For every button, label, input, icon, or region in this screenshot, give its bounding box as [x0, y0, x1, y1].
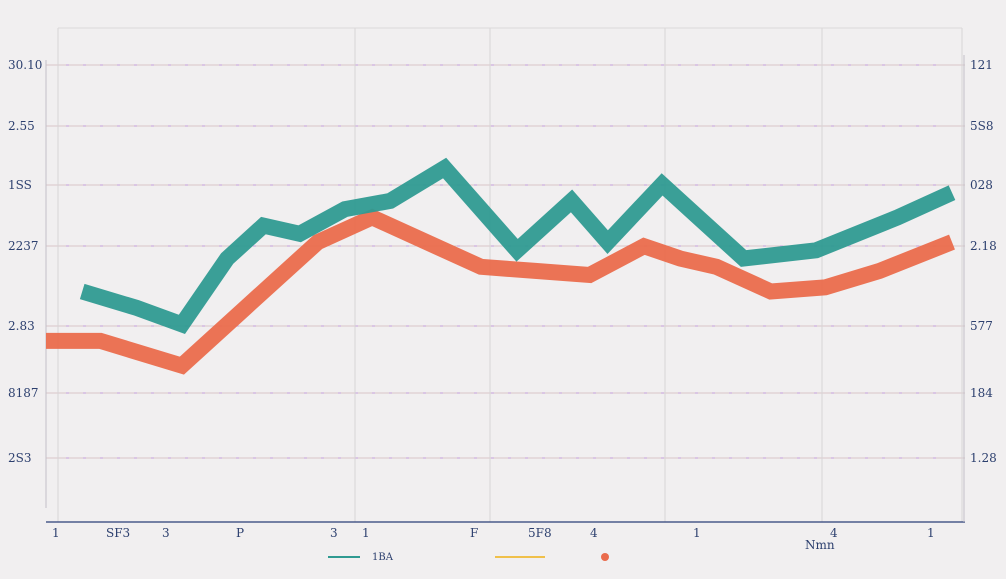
x-tick-label: 1 [362, 526, 370, 540]
legend: 1BA [328, 552, 609, 563]
x-tick-label: 3 [330, 526, 338, 540]
y-tick-left-label: 2S3 [8, 451, 32, 465]
y-tick-left-label: 2.55 [8, 119, 35, 133]
x-tick-label: 1 [693, 526, 701, 540]
y-tick-left-label: 2237 [8, 239, 39, 253]
x-axis-right-label: Nmn [805, 538, 835, 552]
y-tick-right-label: 1.28 [970, 451, 997, 465]
x-tick-label: P [236, 526, 244, 540]
x-tick-label: 1 [927, 526, 935, 540]
y-tick-right-label: 2.18 [970, 239, 997, 253]
axes [45, 27, 965, 523]
legend-marker-series-3 [601, 553, 609, 561]
y-tick-left-label: 2.83 [8, 319, 35, 333]
y-tick-left-label: 1SS [8, 178, 32, 192]
x-tick-label: 4 [830, 526, 838, 540]
y-axis-right-ticks: 121 5S8 028 2.18 577 184 1.28 [970, 58, 997, 465]
series-line-2 [46, 208, 955, 375]
y-tick-right-label: 028 [970, 178, 993, 192]
x-tick-label: SF3 [106, 526, 130, 540]
y-tick-left-label: 30.10 [8, 58, 42, 72]
x-tick-label: 5F8 [528, 526, 552, 540]
y-tick-right-label: 577 [970, 319, 993, 333]
x-tick-label: F [470, 526, 478, 540]
x-tick-label: 3 [162, 526, 170, 540]
x-axis-ticks: 1 SF3 3 P 3 1 F 5F8 4 1 4 1 [52, 526, 935, 540]
y-axis-left-ticks: 30.10 2.55 1SS 2237 2.83 8187 2S3 [8, 58, 42, 465]
y-tick-left-label: 8187 [8, 386, 39, 400]
y-tick-right-label: 121 [970, 58, 993, 72]
series-line-1 [79, 157, 956, 335]
y-tick-right-label: 184 [970, 386, 993, 400]
x-tick-label: 4 [590, 526, 598, 540]
y-tick-right-label: 5S8 [970, 119, 994, 133]
series-group [46, 157, 956, 375]
grid [46, 28, 965, 522]
x-tick-label: 1 [52, 526, 60, 540]
legend-label-series-1: 1BA [372, 552, 394, 563]
